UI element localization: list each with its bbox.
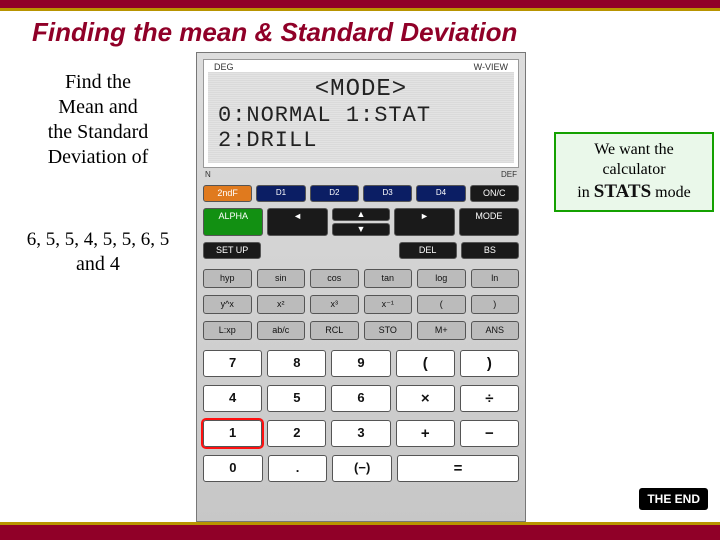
calculator: DEG W-VIEW <MODE> 0:NORMAL 1:STAT 2:DRIL…	[196, 52, 526, 522]
ln-button[interactable]: ln	[471, 269, 520, 288]
down-arrow-button[interactable]: ▼	[332, 223, 390, 236]
cos-button[interactable]: cos	[310, 269, 359, 288]
up-arrow-button[interactable]: ▲	[332, 208, 390, 221]
callout-line: in STATS mode	[562, 180, 706, 204]
alpha-button[interactable]: ALPHA	[203, 208, 263, 236]
lcd-panel: DEG W-VIEW <MODE> 0:NORMAL 1:STAT 2:DRIL…	[203, 59, 519, 168]
lparen2-button[interactable]: (	[396, 350, 455, 377]
lcd-screen: <MODE> 0:NORMAL 1:STAT 2:DRILL	[208, 72, 514, 163]
abc-button[interactable]: ab/c	[257, 321, 306, 340]
sci-row-3: L:xp ab/c RCL STO M+ ANS	[203, 321, 519, 340]
sci-row-2: y^x x² x³ x⁻¹ ( )	[203, 295, 519, 314]
prob-line: the Standard	[18, 120, 178, 145]
callout-line: We want the	[562, 140, 706, 160]
setup-button[interactable]: SET UP	[203, 242, 261, 259]
callout-box: We want the calculator in STATS mode	[554, 132, 714, 212]
content-area: Find the Mean and the Standard Deviation…	[0, 52, 720, 532]
rparen-button[interactable]: )	[471, 295, 520, 314]
num-4-button[interactable]: 4	[203, 385, 262, 412]
lcd-opt2: 2:DRILL	[218, 128, 504, 153]
lxp-button[interactable]: L:xp	[203, 321, 252, 340]
fn-row-2: ALPHA ◄ ▲ ▼ ► MODE	[203, 208, 519, 236]
tan-button[interactable]: tan	[364, 269, 413, 288]
plus-button[interactable]: +	[396, 420, 455, 447]
numpad: 7 8 9 ( ) 4 5 6 × ÷ 1 2 3 + − 0	[203, 350, 519, 482]
prob-line: Mean and	[18, 95, 178, 120]
rparen2-button[interactable]: )	[460, 350, 519, 377]
bottom-bar	[0, 522, 720, 540]
slide-title: Finding the mean & Standard Deviation	[0, 11, 720, 52]
secondf-button[interactable]: 2ndF	[203, 185, 252, 202]
num-5-button[interactable]: 5	[267, 385, 326, 412]
inv-button[interactable]: x⁻¹	[364, 295, 413, 314]
end-badge: THE END	[639, 488, 708, 510]
num-row-3: 1 2 3 + −	[203, 420, 519, 447]
onc-button[interactable]: ON/C	[470, 185, 519, 202]
fn-row-1: 2ndF D1 D2 D3 D4 ON/C	[203, 185, 519, 202]
data-values: 6, 5, 5, 4, 5, 5, 6, 5	[18, 228, 178, 252]
num-9-button[interactable]: 9	[331, 350, 390, 377]
dot-button[interactable]: .	[268, 455, 328, 482]
num-8-button[interactable]: 8	[267, 350, 326, 377]
prob-line: Deviation of	[18, 145, 178, 170]
brand-line: N DEF	[203, 168, 519, 179]
del-button[interactable]: DEL	[399, 242, 457, 259]
lcd-wview: W-VIEW	[474, 62, 508, 72]
stats-word: STATS	[594, 181, 651, 202]
sto-button[interactable]: STO	[364, 321, 413, 340]
sin-button[interactable]: sin	[257, 269, 306, 288]
x3-button[interactable]: x³	[310, 295, 359, 314]
pow-button[interactable]: y^x	[203, 295, 252, 314]
neg-button[interactable]: (−)	[332, 455, 392, 482]
d2-button[interactable]: D2	[310, 185, 359, 202]
ans-button[interactable]: ANS	[471, 321, 520, 340]
num-row-4: 0 . (−) =	[203, 455, 519, 482]
mode-button[interactable]: MODE	[459, 208, 519, 236]
top-bar	[0, 0, 720, 8]
callout-line: calculator	[562, 160, 706, 180]
num-6-button[interactable]: 6	[331, 385, 390, 412]
fn-row-3: SET UP DEL BS	[203, 242, 519, 259]
hyp-button[interactable]: hyp	[203, 269, 252, 288]
d3-button[interactable]: D3	[363, 185, 412, 202]
num-7-button[interactable]: 7	[203, 350, 262, 377]
lcd-deg: DEG	[214, 62, 234, 72]
left-arrow-button[interactable]: ◄	[267, 208, 327, 236]
lcd-mode: <MODE>	[218, 76, 504, 103]
divide-button[interactable]: ÷	[460, 385, 519, 412]
equals-button[interactable]: =	[397, 455, 519, 482]
prob-line: Find the	[18, 70, 178, 95]
lcd-opt1: 0:NORMAL 1:STAT	[218, 103, 504, 128]
num-1-button[interactable]: 1	[203, 420, 262, 447]
right-arrow-button[interactable]: ►	[394, 208, 454, 236]
num-2-button[interactable]: 2	[267, 420, 326, 447]
minus-button[interactable]: −	[460, 420, 519, 447]
num-row-1: 7 8 9 ( )	[203, 350, 519, 377]
sci-row-1: hyp sin cos tan log ln	[203, 269, 519, 288]
bs-button[interactable]: BS	[461, 242, 519, 259]
num-3-button[interactable]: 3	[331, 420, 390, 447]
d1-button[interactable]: D1	[256, 185, 305, 202]
mplus-button[interactable]: M+	[417, 321, 466, 340]
sci-grid: hyp sin cos tan log ln y^x x² x³ x⁻¹ ( )…	[203, 269, 519, 340]
num-row-2: 4 5 6 × ÷	[203, 385, 519, 412]
multiply-button[interactable]: ×	[396, 385, 455, 412]
problem-text: Find the Mean and the Standard Deviation…	[18, 70, 178, 277]
d4-button[interactable]: D4	[416, 185, 465, 202]
x2-button[interactable]: x²	[257, 295, 306, 314]
data-values-2: and 4	[18, 252, 178, 277]
rcl-button[interactable]: RCL	[310, 321, 359, 340]
lparen-button[interactable]: (	[417, 295, 466, 314]
log-button[interactable]: log	[417, 269, 466, 288]
num-0-button[interactable]: 0	[203, 455, 263, 482]
